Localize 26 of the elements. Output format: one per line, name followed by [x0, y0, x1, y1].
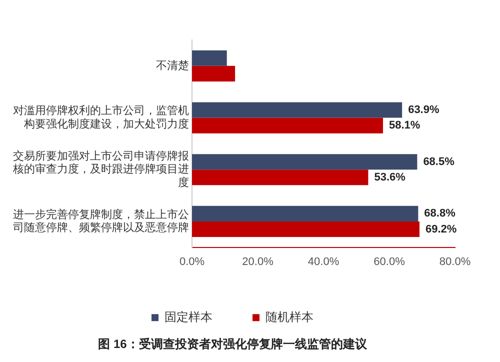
- y-tick-label: 对滥用停牌权利的上市公司，监管机构要强化制度建设，加大处罚力度: [13, 104, 189, 130]
- bar: [192, 50, 227, 66]
- data-label: 69.2%: [425, 223, 457, 236]
- data-label: 53.6%: [374, 171, 406, 184]
- bar: [192, 154, 418, 170]
- y-tick-label: 交易所要加强对上市公司申请停牌报核的审查力度，及时跟进停牌项目进度: [12, 149, 189, 189]
- legend-label: 随机样本: [266, 310, 314, 324]
- legend-label: 固定样本: [164, 310, 212, 324]
- x-tick-label: 40.0%: [308, 256, 340, 268]
- data-label: 68.8%: [424, 208, 456, 220]
- data-label: 68.5%: [423, 156, 455, 168]
- bar: [192, 221, 420, 238]
- x-tick-label: 80.0%: [439, 256, 471, 268]
- x-tick-label: 60.0%: [374, 256, 406, 268]
- y-tick-label: 不清楚: [156, 58, 189, 72]
- bar: [192, 206, 418, 222]
- bar: [192, 170, 368, 186]
- y-tick-label: 进一步完善停复牌制度，禁止上市公司随意停牌、频繁停牌以及恶意停牌: [13, 208, 189, 234]
- bar: [192, 66, 236, 82]
- x-tick-label: 0.0%: [179, 256, 205, 268]
- bar: [192, 118, 384, 134]
- data-label: 58.1%: [389, 120, 420, 132]
- x-tick-label: 20.0%: [242, 256, 274, 268]
- data-label: 63.9%: [408, 104, 440, 116]
- text: 图 16：受调查投资者对强化停复牌一线监管的建议: [98, 337, 368, 352]
- bar: [192, 102, 402, 118]
